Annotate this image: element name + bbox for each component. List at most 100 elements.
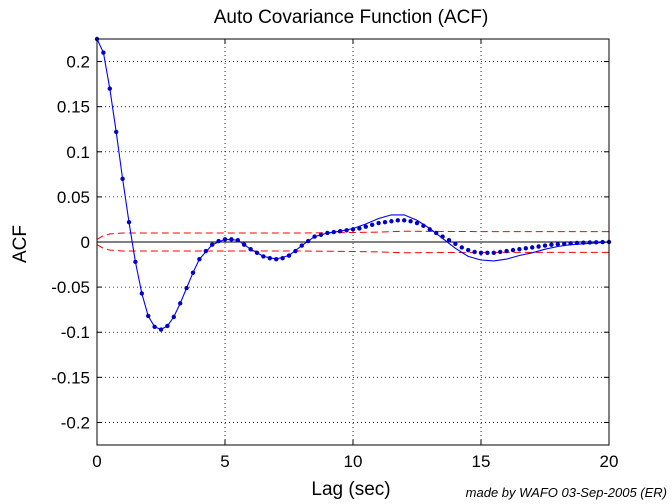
acf-point bbox=[101, 50, 106, 55]
acf-point bbox=[190, 270, 196, 275]
acf-point bbox=[165, 323, 170, 329]
y-tick-label: -0.05 bbox=[51, 278, 90, 297]
acf-point bbox=[402, 218, 407, 223]
acf-point bbox=[248, 247, 253, 252]
acf-point bbox=[254, 250, 260, 256]
acf-point bbox=[126, 219, 132, 225]
acf-point bbox=[242, 242, 247, 247]
acf-point bbox=[184, 285, 189, 291]
y-ticks: 0.2 0.15 0.1 0.05 0 -0.05 -0.1 -0.15 -0.2 bbox=[51, 53, 609, 432]
acf-point bbox=[274, 256, 279, 262]
x-ticks: 0 5 10 15 20 bbox=[92, 39, 618, 471]
y-tick-label: -0.1 bbox=[61, 323, 90, 342]
acf-point bbox=[280, 256, 285, 261]
acf-point bbox=[222, 237, 228, 242]
acf-point bbox=[338, 228, 343, 234]
acf-point bbox=[414, 220, 420, 226]
acf-point bbox=[427, 227, 432, 232]
acf-point bbox=[562, 241, 567, 247]
y-tick-label: 0.2 bbox=[66, 53, 90, 72]
acf-point bbox=[107, 86, 113, 91]
acf-point bbox=[536, 244, 541, 249]
acf-point bbox=[600, 239, 605, 245]
acf-point bbox=[510, 247, 516, 253]
acf-point bbox=[498, 249, 503, 255]
acf-point bbox=[318, 232, 324, 237]
acf-point bbox=[421, 223, 426, 228]
acf-point bbox=[581, 240, 586, 245]
acf-point bbox=[472, 249, 477, 255]
acf-point bbox=[350, 227, 356, 232]
acf-point bbox=[523, 246, 528, 251]
acf-point bbox=[574, 240, 580, 246]
acf-point bbox=[440, 234, 445, 239]
x-axis-label: Lag (sec) bbox=[311, 479, 390, 500]
y-tick-label: 0.15 bbox=[57, 98, 90, 117]
acf-point bbox=[261, 254, 266, 259]
acf-point bbox=[229, 237, 234, 242]
acf-point bbox=[235, 237, 240, 243]
acf-point bbox=[408, 219, 413, 224]
y-tick-label: 0.1 bbox=[66, 143, 90, 162]
y-tick-label: 0 bbox=[81, 233, 90, 252]
credit-note: made by WAFO 03-Sep-2005 (ER) bbox=[466, 485, 667, 500]
acf-point bbox=[530, 245, 535, 250]
acf-point bbox=[158, 327, 164, 332]
acf-point bbox=[466, 247, 471, 253]
acf-point bbox=[312, 234, 317, 239]
acf-point bbox=[203, 248, 208, 254]
acf-point bbox=[171, 314, 176, 320]
acf-point bbox=[504, 248, 509, 254]
acf-point bbox=[382, 219, 388, 225]
acf-point bbox=[152, 324, 157, 330]
acf-point bbox=[325, 230, 330, 236]
acf-point bbox=[357, 226, 362, 231]
acf-point bbox=[114, 129, 119, 135]
acf-point bbox=[376, 220, 381, 226]
acf-point bbox=[549, 242, 554, 247]
acf-point bbox=[363, 224, 368, 229]
acf-point bbox=[491, 250, 496, 256]
acf-point bbox=[453, 241, 458, 247]
acf-point bbox=[331, 229, 336, 235]
acf-point bbox=[146, 313, 151, 319]
x-tick-label: 5 bbox=[220, 452, 229, 471]
x-tick-label: 0 bbox=[92, 452, 101, 471]
acf-point bbox=[434, 230, 439, 236]
acf-point bbox=[542, 243, 548, 248]
y-tick-label: -0.2 bbox=[61, 413, 90, 432]
acf-point bbox=[210, 242, 215, 247]
acf-point bbox=[120, 176, 125, 182]
acf-point bbox=[478, 250, 484, 256]
acf-point bbox=[587, 240, 592, 245]
acf-point bbox=[594, 240, 599, 245]
x-tick-label: 10 bbox=[344, 452, 363, 471]
acf-point bbox=[293, 248, 298, 254]
acf-point bbox=[197, 256, 202, 262]
acf-point bbox=[395, 218, 400, 223]
acf-point bbox=[517, 247, 522, 252]
acf-point bbox=[133, 259, 138, 265]
acf-point bbox=[370, 222, 375, 228]
acf-point bbox=[459, 245, 464, 250]
y-tick-label: -0.15 bbox=[51, 368, 90, 387]
acf-point bbox=[299, 243, 304, 248]
acf-point bbox=[216, 238, 221, 244]
acf-point bbox=[568, 241, 573, 246]
y-tick-label: 0.05 bbox=[57, 188, 90, 207]
acf-point bbox=[178, 301, 183, 306]
chart-title: Auto Covariance Function (ACF) bbox=[214, 7, 489, 28]
acf-point bbox=[139, 291, 144, 296]
acf-points bbox=[94, 36, 612, 332]
x-tick-label: 15 bbox=[472, 452, 491, 471]
acf-point bbox=[267, 256, 272, 261]
acf-point bbox=[286, 253, 292, 258]
acf-point bbox=[344, 228, 349, 233]
x-tick-label: 20 bbox=[600, 452, 619, 471]
acf-point bbox=[446, 237, 452, 243]
acf-point bbox=[306, 238, 311, 244]
acf-theoretical-line bbox=[96, 38, 610, 331]
acf-curve bbox=[96, 38, 610, 331]
acf-point bbox=[485, 250, 490, 256]
